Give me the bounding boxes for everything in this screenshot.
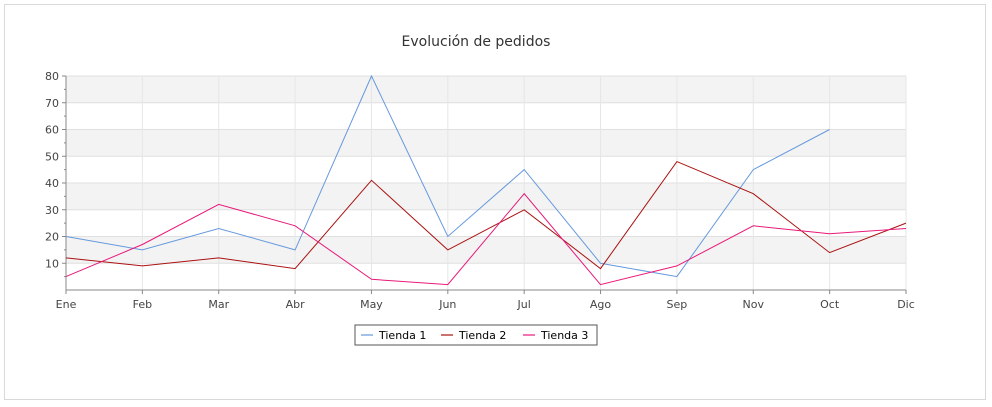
y-tick-label: 40 — [45, 177, 59, 190]
y-tick-label: 20 — [45, 231, 59, 244]
y-tick-label: 10 — [45, 257, 59, 270]
series-line-2 — [65, 160, 907, 270]
series-line-3 — [65, 192, 907, 286]
x-tick-label: Abr — [286, 298, 306, 311]
x-tick-label: Feb — [133, 298, 152, 311]
plot-band — [66, 76, 906, 103]
x-tick-label: Nov — [743, 298, 765, 311]
legend-item-label: Tienda 3 — [540, 329, 588, 342]
y-axis-ticks: 10 20 30 40 50 60 70 80 — [45, 70, 66, 278]
plot-band — [66, 102, 906, 130]
legend: Tienda 1 Tienda 2 Tienda 3 — [354, 324, 598, 346]
series-line-1 — [65, 74, 830, 278]
plot-band — [66, 129, 906, 157]
x-tick-label: Mar — [208, 298, 229, 311]
plot-bands — [66, 76, 906, 290]
chart-title: Evolución de pedidos — [402, 34, 551, 50]
x-tick-label: Jun — [438, 298, 456, 311]
x-tick-label: Dic — [897, 298, 915, 311]
x-axis-ticks: Ene Feb Mar Abr May Jun Jul Ago Sep Nov Oct Dic — [56, 290, 915, 311]
gridlines — [65, 75, 907, 290]
legend-box — [354, 324, 598, 346]
x-tick-label: May — [360, 298, 383, 311]
x-tick-label: Ene — [56, 298, 77, 311]
x-tick-label: Ago — [590, 298, 612, 311]
plot-band — [66, 156, 906, 183]
y-tick-label: 30 — [45, 204, 59, 217]
y-tick-label: 70 — [45, 97, 59, 110]
plot-band — [66, 236, 906, 264]
y-tick-label: 80 — [45, 70, 59, 83]
plot-band — [66, 263, 906, 290]
x-tick-label: Jul — [517, 298, 531, 311]
chart-panel: Evolución de pedidos 10 20 30 40 50 60 70 80 En… — [4, 4, 986, 400]
legend-item-label: Tienda 1 — [378, 329, 426, 342]
legend-item-label: Tienda 2 — [458, 329, 506, 342]
x-tick-label: Oct — [820, 298, 840, 311]
line-chart: Evolución de pedidos 10 20 30 40 50 60 70 80 En… — [45, 34, 915, 346]
y-tick-label: 50 — [45, 150, 59, 163]
plot-band — [66, 183, 906, 210]
x-tick-label: Sep — [667, 298, 688, 311]
series-lines — [65, 74, 907, 286]
y-tick-label: 60 — [45, 124, 59, 137]
